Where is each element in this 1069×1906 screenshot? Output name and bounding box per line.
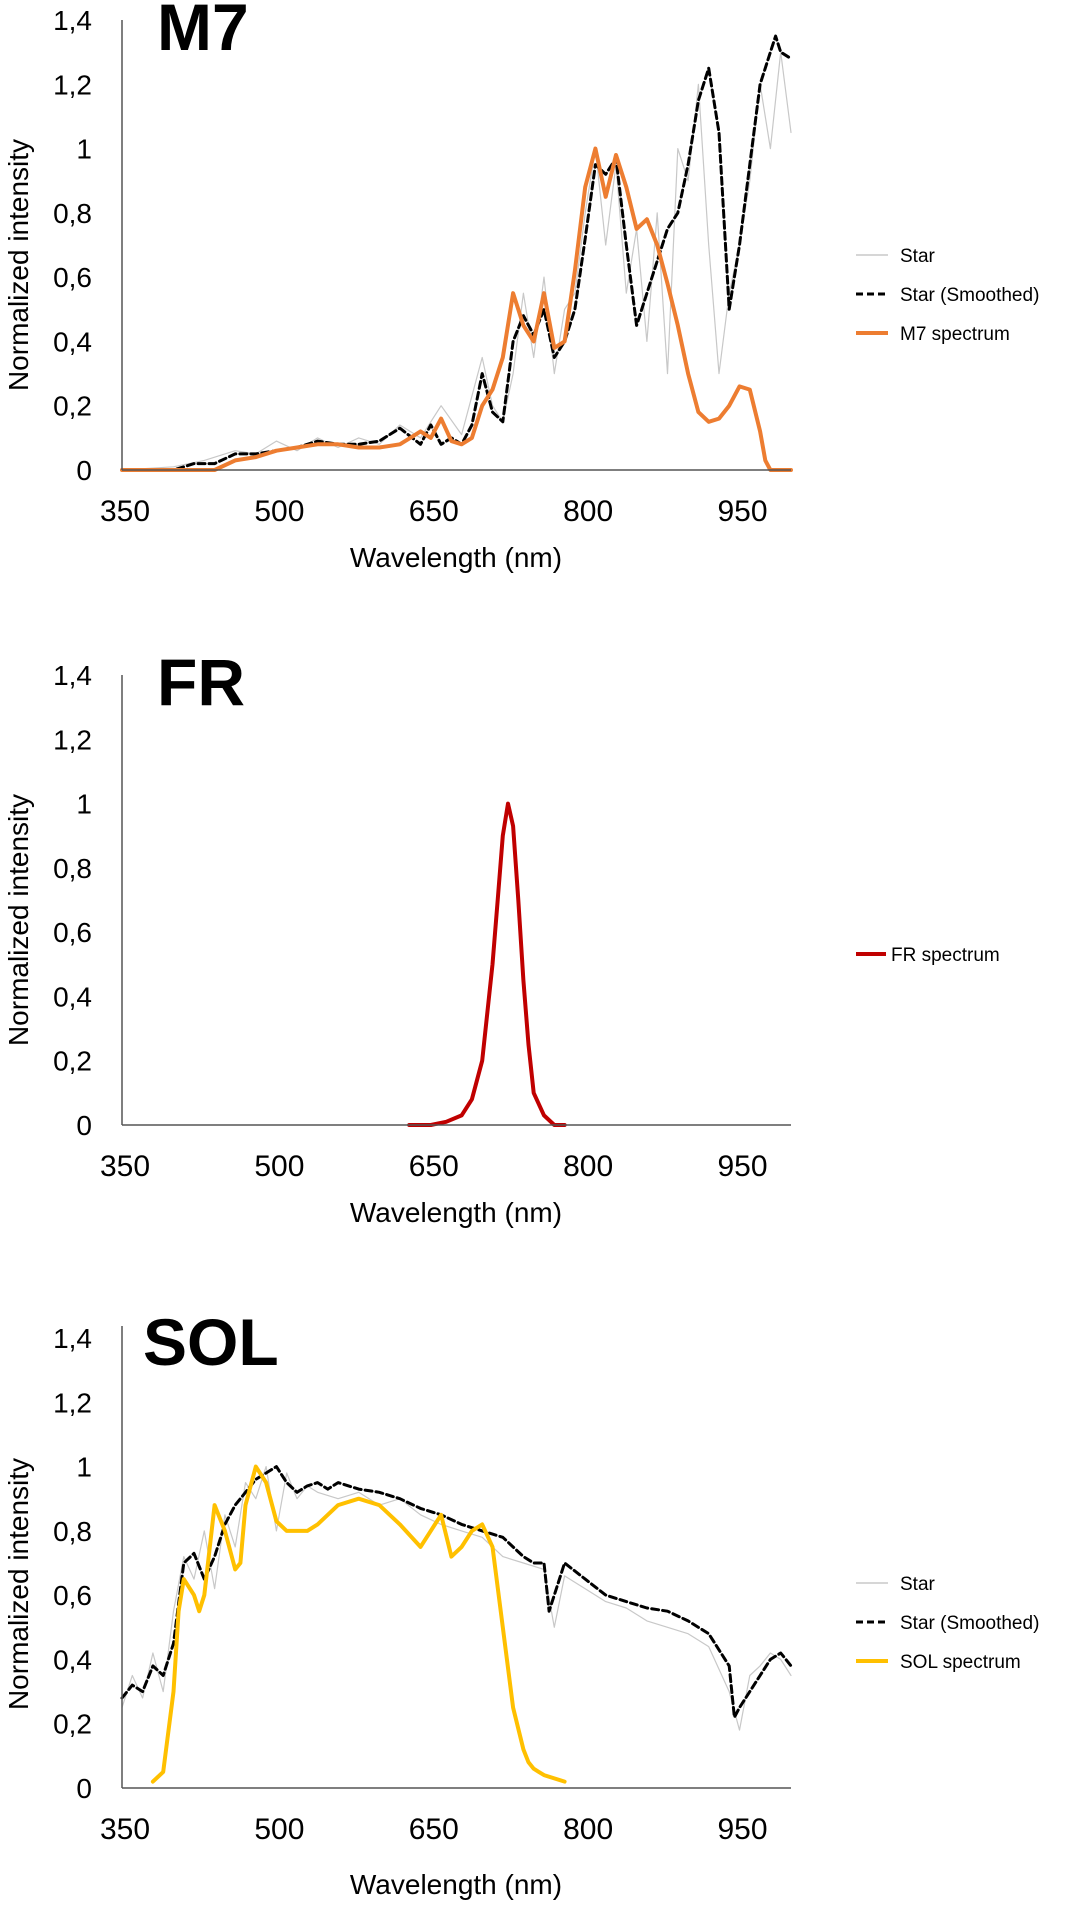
m7-legend-spectrum: M7 spectrum [900, 324, 1010, 345]
sol-series-star [121, 1466, 792, 1731]
fr-ytick-label: 0,6 [53, 917, 92, 948]
m7-xtick-label: 650 [409, 495, 459, 528]
sol-xtick-label: 350 [100, 1813, 150, 1846]
sol-y-axis-title: Normalized intensity [3, 1458, 34, 1710]
sol-xtick-label: 650 [409, 1813, 459, 1846]
chart-panel-sol: 0 0,2 0,4 0,6 0,8 1 1,2 1,4 350 500 650 800 950 SOL… [0, 1306, 1069, 1906]
fr-y-ticks: 0 0,2 0,4 0,6 0,8 1 1,2 1,4 [53, 660, 92, 1141]
sol-y-ticks: 0 0,2 0,4 0,6 0,8 1 1,2 1,4 [53, 1323, 92, 1804]
fr-xtick-label: 950 [718, 1150, 768, 1183]
m7-ytick-label: 1 [76, 134, 92, 165]
fr-xtick-label: 800 [563, 1150, 613, 1183]
m7-xtick-label: 800 [563, 495, 613, 528]
m7-x-axis-title: Wavelength (nm) [350, 542, 562, 573]
sol-chart-title: SOL [143, 1306, 279, 1379]
m7-series-m7-spectrum [120, 146, 793, 472]
sol-series-star-smoothed [120, 1465, 793, 1719]
sol-ytick-label: 0,4 [53, 1644, 92, 1675]
sol-x-axis-title: Wavelength (nm) [350, 1869, 562, 1900]
fr-legend-spectrum: FR spectrum [891, 945, 1000, 966]
sol-ytick-label: 0,2 [53, 1709, 92, 1740]
fr-ytick-label: 0,2 [53, 1046, 92, 1077]
m7-xtick-label: 500 [254, 495, 304, 528]
sol-ytick-label: 0 [76, 1773, 92, 1804]
m7-ytick-label: 0,6 [53, 262, 92, 293]
m7-ytick-label: 0,8 [53, 198, 92, 229]
m7-ytick-label: 0,4 [53, 326, 92, 357]
fr-ytick-label: 0,8 [53, 853, 92, 884]
m7-xtick-label: 950 [718, 495, 768, 528]
fr-chart-title: FR [157, 655, 245, 719]
sol-xtick-label: 500 [254, 1813, 304, 1846]
sol-ytick-label: 0,8 [53, 1516, 92, 1547]
m7-legend: Star Star (Smoothed) M7 spectrum [856, 246, 1039, 345]
m7-y-ticks: 0 0,2 0,4 0,6 0,8 1 1,2 1,4 [53, 5, 92, 486]
sol-ytick-label: 1,2 [53, 1387, 92, 1418]
chart-panel-m7: 0 0,2 0,4 0,6 0,8 1 1,2 1,4 350 500 650 800 950 M7 … [0, 0, 1069, 600]
fr-series-fr-spectrum [407, 801, 567, 1127]
sol-ytick-label: 0,6 [53, 1580, 92, 1611]
m7-xtick-label: 350 [100, 495, 150, 528]
m7-ytick-label: 1,2 [53, 69, 92, 100]
chart-fr-svg: 0 0,2 0,4 0,6 0,8 1 1,2 1,4 350 500 650 800 950 FR … [3, 655, 1000, 1228]
sol-ytick-label: 1,4 [53, 1323, 92, 1354]
chart-m7-svg: 0 0,2 0,4 0,6 0,8 1 1,2 1,4 350 500 650 800 950 M7 … [3, 0, 1039, 573]
sol-legend-star: Star [900, 1574, 936, 1595]
m7-ytick-label: 0 [76, 455, 92, 486]
sol-ytick-label: 1 [76, 1452, 92, 1483]
m7-legend-smoothed: Star (Smoothed) [900, 285, 1039, 306]
m7-ytick-label: 1,4 [53, 5, 92, 36]
fr-ytick-label: 0,4 [53, 981, 92, 1012]
fr-ytick-label: 0 [76, 1110, 92, 1141]
sol-plot-area [120, 1464, 793, 1784]
m7-legend-star: Star [900, 246, 936, 267]
fr-ytick-label: 1 [76, 789, 92, 820]
m7-series-star-smoothed [120, 34, 793, 472]
sol-legend: Star Star (Smoothed) SOL spectrum [856, 1574, 1039, 1673]
m7-series-star [121, 51, 792, 471]
fr-x-ticks: 350 500 650 800 950 [100, 1150, 768, 1183]
fr-xtick-label: 650 [409, 1150, 459, 1183]
fr-y-axis-title: Normalized intensity [3, 794, 34, 1046]
fr-ytick-label: 1,2 [53, 724, 92, 755]
m7-x-ticks: 350 500 650 800 950 [100, 495, 768, 528]
fr-xtick-label: 500 [254, 1150, 304, 1183]
chart-sol-svg: 0 0,2 0,4 0,6 0,8 1 1,2 1,4 350 500 650 800 950 SOL… [3, 1306, 1039, 1900]
sol-legend-smoothed: Star (Smoothed) [900, 1613, 1039, 1634]
sol-xtick-label: 800 [563, 1813, 613, 1846]
sol-xtick-label: 950 [718, 1813, 768, 1846]
sol-legend-spectrum: SOL spectrum [900, 1652, 1021, 1673]
sol-x-ticks: 350 500 650 800 950 [100, 1813, 768, 1846]
m7-plot-area [120, 34, 793, 472]
fr-plot-area [407, 801, 567, 1127]
m7-y-axis-title: Normalized intensity [3, 139, 34, 391]
sol-series-sol-spectrum [150, 1464, 567, 1784]
fr-legend: FR spectrum [856, 945, 1000, 966]
fr-xtick-label: 350 [100, 1150, 150, 1183]
chart-panel-fr: 0 0,2 0,4 0,6 0,8 1 1,2 1,4 350 500 650 800 950 FR … [0, 655, 1069, 1255]
fr-ytick-label: 1,4 [53, 660, 92, 691]
fr-x-axis-title: Wavelength (nm) [350, 1197, 562, 1228]
m7-ytick-label: 0,2 [53, 391, 92, 422]
m7-chart-title: M7 [157, 0, 249, 64]
